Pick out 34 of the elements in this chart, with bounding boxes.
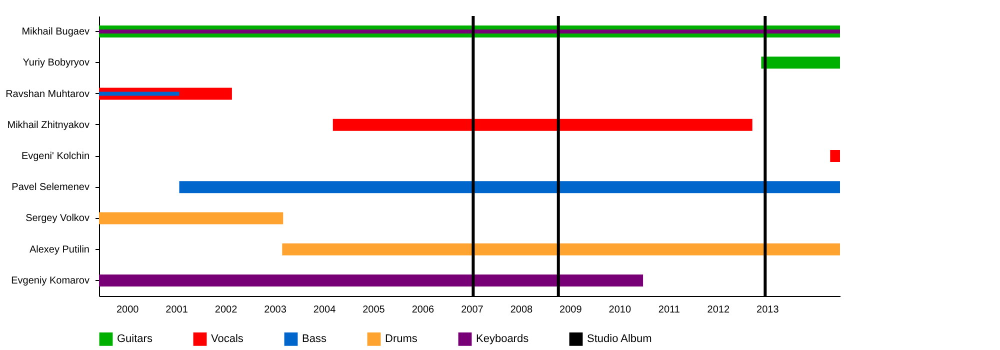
legend-label: Guitars <box>117 333 153 346</box>
legend-label: Keyboards <box>476 333 530 346</box>
y-tick-label: Alexey Putilin <box>29 244 90 256</box>
x-tick-label: 2006 <box>412 304 435 316</box>
x-tick-label: 2012 <box>707 304 730 316</box>
legend-label: Vocals <box>211 333 244 346</box>
y-tick-label: Evgeni' Kolchin <box>21 151 90 162</box>
x-tick-label: 2002 <box>214 304 238 316</box>
x-tick-label: 2003 <box>264 304 287 316</box>
y-tick-label: Mikhail Bugaev <box>22 26 90 38</box>
y-tick-label: Yuriy Bobyryov <box>22 58 90 69</box>
x-tick-label: 2007 <box>461 304 484 316</box>
y-tick-label: Mikhail Zhitnyakov <box>7 120 90 131</box>
x-tick-label: 2010 <box>608 304 632 316</box>
x-tick-label: 2011 <box>658 304 680 316</box>
bar <box>282 243 840 256</box>
x-tick-label: 2005 <box>362 304 386 316</box>
x-tick-label: 2013 <box>756 304 780 316</box>
bar <box>99 212 284 224</box>
x-tick-label: 2000 <box>116 304 140 316</box>
y-tick-label: Sergey Volkov <box>26 213 90 224</box>
bar <box>830 150 840 162</box>
x-tick-label: 2009 <box>560 304 582 316</box>
x-tick-label: 2001 <box>166 304 188 316</box>
x-tick-label: 2008 <box>510 304 534 316</box>
bar <box>332 118 752 131</box>
legend-label: Drums <box>385 333 418 346</box>
y-tick-label: Pavel Selemenev <box>12 182 90 194</box>
bar <box>761 56 840 69</box>
y-tick-label: Ravshan Muhtarov <box>6 88 90 100</box>
legend-label: Bass <box>302 333 327 346</box>
legend-label: Studio Album <box>587 333 652 346</box>
y-tick-label: Evgeniy Komarov <box>11 275 90 286</box>
x-tick-label: 2004 <box>313 304 336 316</box>
